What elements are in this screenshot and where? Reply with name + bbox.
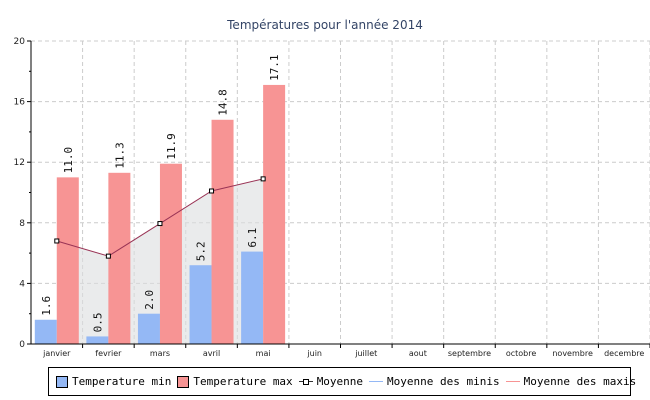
moyenne-point [54,238,60,244]
legend: Temperature min Temperature max Moyenne … [48,367,636,396]
bar-max [263,84,286,344]
y-tick-label: 20 [14,37,26,47]
bar-max [56,177,79,344]
legend-item-moyenne-minis: Moyenne des minis [369,375,500,388]
bar-min [34,319,57,344]
bar-max [211,119,234,344]
bar-min [241,251,264,344]
legend-item-moyenne: Moyenne [298,375,364,388]
legend-line-icon [505,381,520,382]
y-tick-label: 8 [19,219,25,229]
data-label: 17.1 [268,54,281,81]
moyenne-point [260,176,266,182]
x-tick-label: juin [306,349,322,358]
data-label: 11.9 [165,133,178,160]
data-label: 14.8 [217,89,230,116]
bar-min [137,313,160,344]
legend-item-min: Temperature min [56,375,171,388]
x-tick-label: octobre [506,349,537,358]
legend-swatch [177,375,190,388]
legend-swatch [56,375,68,388]
x-tick-label: mai [256,349,271,358]
moyenne-point [157,221,163,227]
y-tick-label: 4 [19,279,25,289]
chart-title: Températures pour l'année 2014 [226,18,423,32]
x-tick-label: aout [409,349,427,358]
data-label: 11.0 [62,147,75,174]
x-tick-label: septembre [448,349,491,358]
legend-item-max: Temperature max [177,375,293,388]
y-tick-label: 12 [14,158,25,168]
legend-line-marker-icon [298,379,313,385]
y-tick-label: 0 [19,340,25,350]
legend-label: Temperature min [72,375,172,388]
data-label: 11.3 [113,142,126,169]
legend-item-moyenne-maxis: Moyenne des maxis [505,375,637,388]
legend-label: Moyenne des minis [387,375,500,388]
bar-max [108,172,131,344]
data-label: 0.5 [91,313,104,333]
legend-label: Moyenne [316,375,364,388]
legend-label: Temperature max [193,375,293,388]
bar-min [86,336,109,344]
x-tick-label: janvier [42,349,71,358]
x-tick-label: juillet [354,349,377,358]
bar-min [189,265,212,344]
x-tick-label: mars [150,349,170,358]
moyenne-point [209,188,215,194]
x-tick-label: fevrier [95,349,122,358]
bar-max [159,163,182,344]
legend-label: Moyenne des maxis [523,375,637,388]
legend-line-icon [369,381,384,382]
x-tick-label: novembre [552,349,593,358]
y-tick-label: 16 [14,98,26,108]
x-tick-label: avril [203,349,220,358]
moyenne-point [105,253,111,259]
x-tick-label: decembre [604,349,644,358]
chart: Températures pour l'année 2014 1.6 0.5 2.0… [14,18,650,358]
data-label: 5.2 [195,241,208,261]
data-label: 6.1 [246,228,259,248]
data-label: 1.6 [40,296,53,316]
data-label: 2.0 [143,290,156,310]
